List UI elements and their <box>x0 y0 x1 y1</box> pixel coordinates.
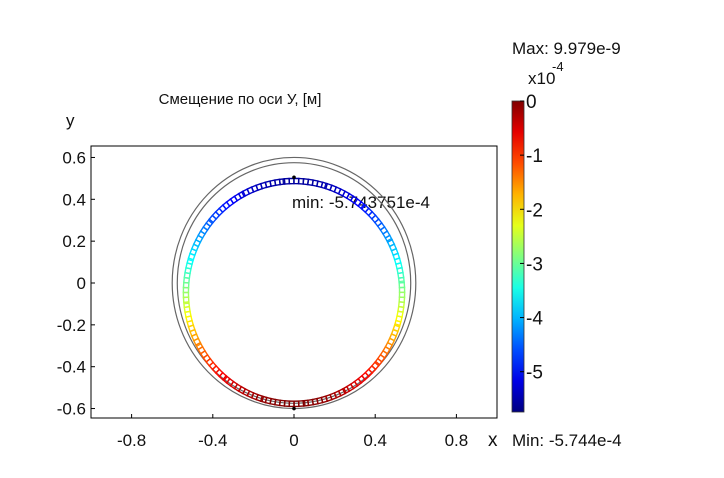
ring-divider <box>394 323 401 326</box>
y-axis-label: y <box>66 111 75 130</box>
colorbar-tick-label: 0 <box>526 92 537 113</box>
chart-title: Смещение по оси У, [м] <box>159 91 322 108</box>
colorbar-max-label: Max: 9.979e-9 <box>512 39 621 58</box>
ring-divider <box>303 400 306 406</box>
colorbar-scale-exponent: -4 <box>552 59 564 74</box>
max-point-marker <box>292 406 296 411</box>
ring-divider <box>386 237 392 242</box>
ring-divider <box>183 302 190 305</box>
ring-divider <box>375 360 381 366</box>
ring-segment <box>398 291 406 299</box>
ring-divider <box>196 343 202 347</box>
colorbar-tick-label: -2 <box>526 200 543 221</box>
y-tick-label: 0.4 <box>62 190 86 209</box>
y-tick-label: 0.2 <box>62 232 86 251</box>
colorbar: Max: 9.979e-9 x10 -4 Min: -5.744e-4 <box>512 39 622 450</box>
plot-frame <box>90 145 498 419</box>
ring-divider <box>241 191 245 197</box>
colorbar-scale-base: x10 <box>528 69 555 88</box>
colorbar-tick-label: -4 <box>526 309 543 330</box>
y-tick-label: -0.6 <box>57 400 86 419</box>
ring-divider <box>187 258 194 262</box>
colorbar-tick-label: -3 <box>526 254 543 275</box>
x-tick-label: -0.4 <box>198 431 227 450</box>
colorbar-tick-label: -5 <box>526 363 543 384</box>
y-tick-label: 0.6 <box>62 148 86 167</box>
colorbar-tick-label: -1 <box>526 146 543 167</box>
x-tick-label: 0.8 <box>445 431 469 450</box>
ring-divider <box>398 280 405 283</box>
min-point-marker <box>292 175 296 180</box>
ring-divider <box>261 396 265 402</box>
x-tick-label: -0.8 <box>117 431 146 450</box>
ring-divider <box>207 219 213 225</box>
ring-divider <box>282 178 285 185</box>
ring-divider <box>343 387 347 394</box>
colorbar-gradient <box>511 100 525 413</box>
y-tick-label: 0 <box>77 274 86 293</box>
y-tick-label: -0.4 <box>57 358 86 377</box>
ring-divider <box>223 376 228 382</box>
x-tick-label: 0.4 <box>363 431 387 450</box>
x-axis-label: x <box>488 430 498 451</box>
colorbar-min-label: Min: -5.744e-4 <box>512 431 622 450</box>
x-tick-label: 0 <box>289 431 298 450</box>
y-tick-label: -0.2 <box>57 316 86 335</box>
ring-divider <box>323 183 327 189</box>
ring-divider <box>360 203 365 209</box>
